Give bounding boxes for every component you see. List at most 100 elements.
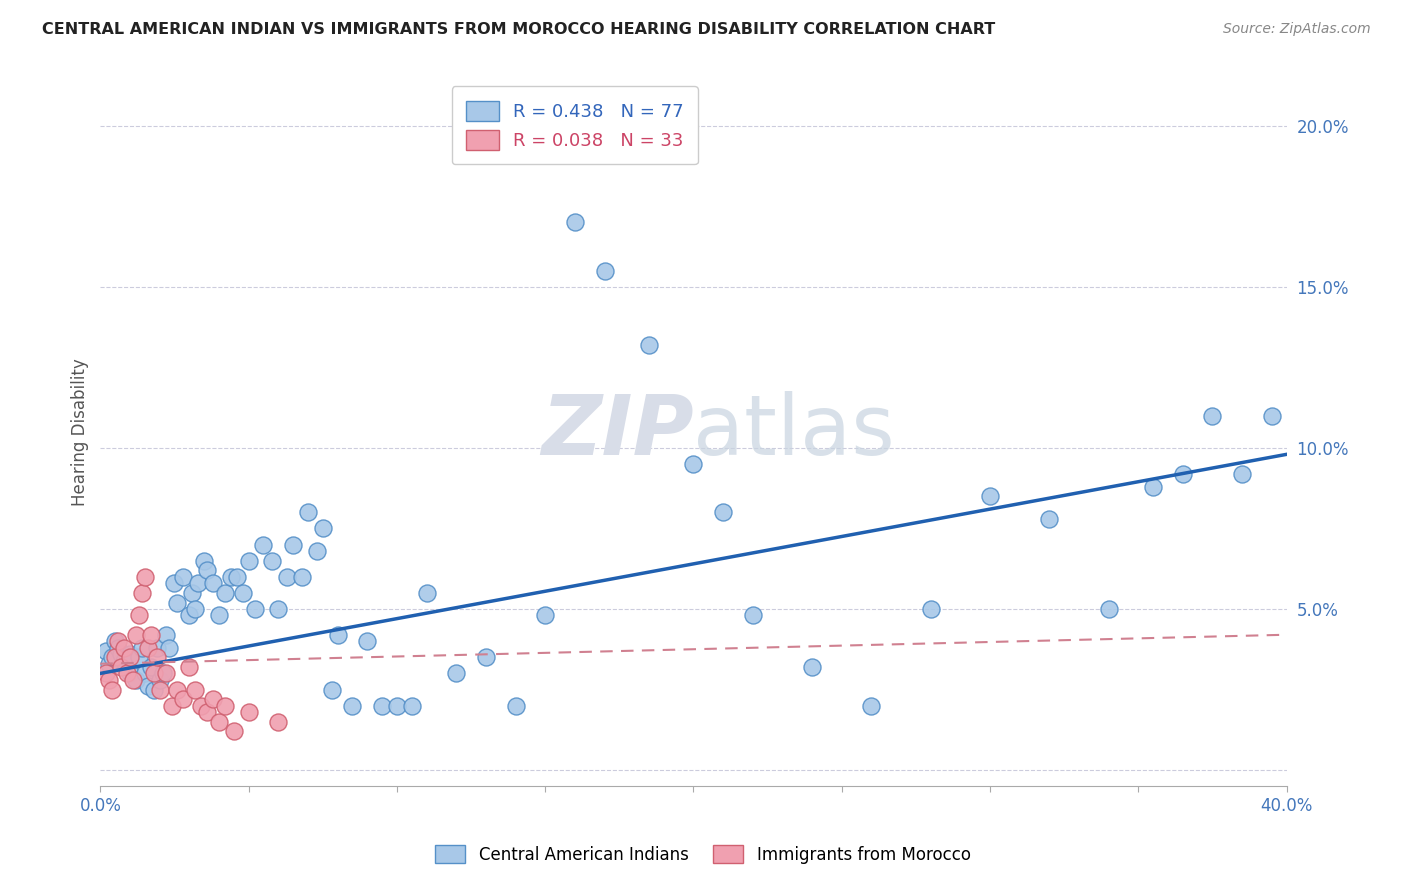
Point	[326, 628, 349, 642]
Point	[801, 660, 824, 674]
Point	[163, 576, 186, 591]
Point	[118, 647, 141, 661]
Point	[139, 660, 162, 674]
Point	[444, 666, 467, 681]
Point	[101, 650, 124, 665]
Point	[110, 647, 132, 661]
Point	[136, 640, 159, 655]
Point	[179, 660, 201, 674]
Point	[505, 698, 527, 713]
Point	[267, 602, 290, 616]
Point	[131, 586, 153, 600]
Point	[214, 698, 236, 713]
Point	[190, 698, 212, 713]
Point	[276, 570, 298, 584]
Point	[110, 660, 132, 674]
Point	[385, 698, 408, 713]
Point	[356, 634, 378, 648]
Point	[202, 692, 225, 706]
Point	[112, 640, 135, 655]
Point	[312, 521, 335, 535]
Point	[98, 673, 121, 687]
Point	[232, 586, 254, 600]
Point	[122, 673, 145, 687]
Point	[638, 338, 661, 352]
Point	[118, 650, 141, 665]
Point	[342, 698, 364, 713]
Point	[134, 666, 156, 681]
Point	[125, 673, 148, 687]
Point	[238, 705, 260, 719]
Point	[128, 650, 150, 665]
Point	[291, 570, 314, 584]
Legend: Central American Indians, Immigrants from Morocco: Central American Indians, Immigrants fro…	[429, 838, 977, 871]
Point	[1098, 602, 1121, 616]
Point	[128, 608, 150, 623]
Point	[415, 586, 437, 600]
Point	[711, 505, 734, 519]
Point	[131, 640, 153, 655]
Point	[267, 714, 290, 729]
Point	[564, 215, 586, 229]
Point	[104, 650, 127, 665]
Point	[179, 608, 201, 623]
Point	[184, 682, 207, 697]
Point	[1261, 409, 1284, 423]
Point	[262, 554, 284, 568]
Point	[1142, 479, 1164, 493]
Point	[297, 505, 319, 519]
Point	[1230, 467, 1253, 481]
Point	[96, 644, 118, 658]
Point	[96, 666, 118, 681]
Point	[222, 724, 245, 739]
Point	[172, 570, 194, 584]
Point	[136, 679, 159, 693]
Point	[184, 602, 207, 616]
Point	[1171, 467, 1194, 481]
Point	[118, 666, 141, 681]
Point	[157, 640, 180, 655]
Point	[401, 698, 423, 713]
Point	[142, 682, 165, 697]
Point	[139, 628, 162, 642]
Point	[920, 602, 942, 616]
Text: CENTRAL AMERICAN INDIAN VS IMMIGRANTS FROM MOROCCO HEARING DISABILITY CORRELATIO: CENTRAL AMERICAN INDIAN VS IMMIGRANTS FR…	[42, 22, 995, 37]
Y-axis label: Hearing Disability: Hearing Disability	[72, 358, 89, 506]
Point	[534, 608, 557, 623]
Point	[155, 666, 177, 681]
Point	[107, 634, 129, 648]
Point	[181, 586, 204, 600]
Point	[860, 698, 883, 713]
Point	[107, 640, 129, 655]
Point	[593, 264, 616, 278]
Point	[238, 554, 260, 568]
Point	[149, 682, 172, 697]
Point	[160, 698, 183, 713]
Point	[142, 666, 165, 681]
Point	[104, 634, 127, 648]
Point	[475, 650, 498, 665]
Point	[202, 576, 225, 591]
Point	[305, 544, 328, 558]
Point	[214, 586, 236, 600]
Point	[166, 595, 188, 609]
Text: atlas: atlas	[693, 392, 896, 472]
Text: ZIP: ZIP	[541, 392, 693, 472]
Point	[98, 657, 121, 671]
Point	[979, 489, 1001, 503]
Point	[115, 660, 138, 674]
Text: Source: ZipAtlas.com: Source: ZipAtlas.com	[1223, 22, 1371, 37]
Point	[208, 714, 231, 729]
Point	[252, 537, 274, 551]
Point	[115, 666, 138, 681]
Point	[195, 705, 218, 719]
Legend: R = 0.438   N = 77, R = 0.038   N = 33: R = 0.438 N = 77, R = 0.038 N = 33	[451, 87, 697, 164]
Point	[371, 698, 394, 713]
Point	[152, 666, 174, 681]
Point	[134, 570, 156, 584]
Point	[195, 563, 218, 577]
Point	[281, 537, 304, 551]
Point	[112, 653, 135, 667]
Point	[741, 608, 763, 623]
Point	[145, 650, 167, 665]
